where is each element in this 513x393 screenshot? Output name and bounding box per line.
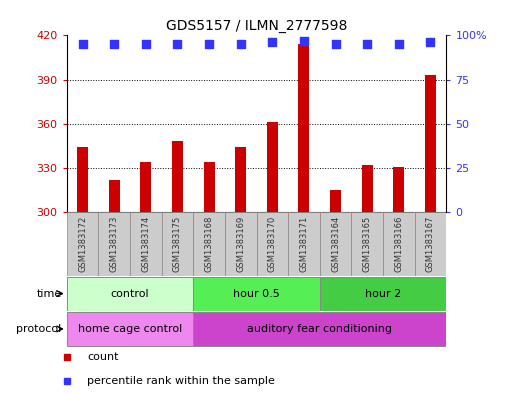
- Text: GSM1383169: GSM1383169: [236, 215, 245, 272]
- Bar: [393, 167, 404, 212]
- Text: GSM1383173: GSM1383173: [110, 215, 119, 272]
- Bar: [140, 162, 151, 212]
- Point: [331, 41, 340, 47]
- Text: GSM1383170: GSM1383170: [268, 215, 277, 272]
- Text: hour 0.5: hour 0.5: [233, 288, 280, 299]
- Bar: [425, 75, 436, 212]
- Text: GSM1383175: GSM1383175: [173, 215, 182, 272]
- Text: control: control: [111, 288, 149, 299]
- Text: time: time: [36, 288, 62, 299]
- Point: [394, 41, 403, 47]
- Bar: [351, 212, 383, 276]
- Text: GSM1383171: GSM1383171: [300, 215, 308, 272]
- Bar: [362, 165, 373, 212]
- Bar: [225, 212, 256, 276]
- Text: GSM1383167: GSM1383167: [426, 215, 435, 272]
- Bar: [172, 141, 183, 212]
- Point: [142, 41, 150, 47]
- Title: GDS5157 / ILMN_2777598: GDS5157 / ILMN_2777598: [166, 19, 347, 33]
- Bar: [67, 212, 98, 276]
- Bar: [193, 277, 320, 310]
- Point: [205, 41, 213, 47]
- Text: GSM1383172: GSM1383172: [78, 215, 87, 272]
- Bar: [193, 312, 446, 346]
- Point: [300, 37, 308, 44]
- Bar: [235, 147, 246, 212]
- Bar: [320, 277, 446, 310]
- Bar: [109, 180, 120, 212]
- Bar: [98, 212, 130, 276]
- Point: [173, 41, 182, 47]
- Bar: [288, 212, 320, 276]
- Bar: [77, 147, 88, 212]
- Bar: [267, 122, 278, 212]
- Text: GSM1383164: GSM1383164: [331, 215, 340, 272]
- Text: auditory fear conditioning: auditory fear conditioning: [247, 324, 392, 334]
- Bar: [320, 212, 351, 276]
- Text: GSM1383165: GSM1383165: [363, 215, 372, 272]
- Bar: [383, 212, 415, 276]
- Text: percentile rank within the sample: percentile rank within the sample: [87, 376, 275, 386]
- Bar: [256, 212, 288, 276]
- Bar: [204, 162, 214, 212]
- Point: [363, 41, 371, 47]
- Bar: [415, 212, 446, 276]
- Text: count: count: [87, 352, 119, 362]
- Text: protocol: protocol: [16, 324, 62, 334]
- Text: GSM1383166: GSM1383166: [394, 215, 403, 272]
- Bar: [67, 277, 193, 310]
- Bar: [330, 190, 341, 212]
- Bar: [193, 212, 225, 276]
- Text: GSM1383174: GSM1383174: [141, 215, 150, 272]
- Bar: [162, 212, 193, 276]
- Point: [78, 41, 87, 47]
- Point: [110, 41, 118, 47]
- Text: GSM1383168: GSM1383168: [205, 215, 213, 272]
- Point: [268, 39, 277, 46]
- Text: hour 2: hour 2: [365, 288, 401, 299]
- Point: [426, 39, 435, 46]
- Point: [236, 41, 245, 47]
- Bar: [130, 212, 162, 276]
- Bar: [299, 44, 309, 212]
- Text: home cage control: home cage control: [78, 324, 182, 334]
- Bar: [67, 312, 193, 346]
